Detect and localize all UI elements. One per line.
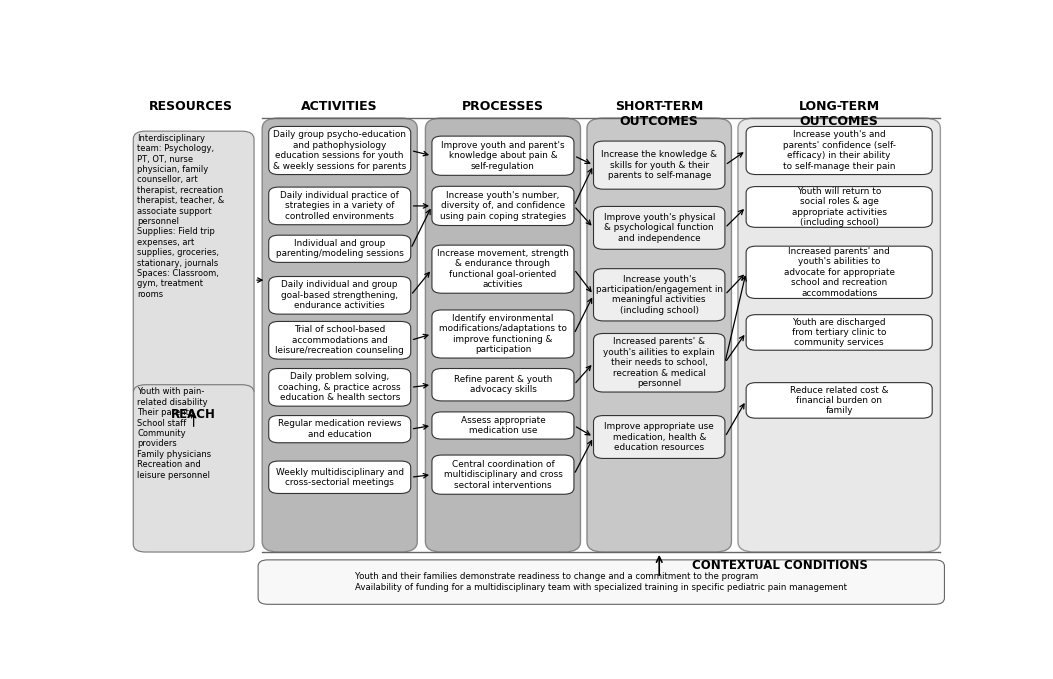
Text: Daily individual and group
goal-based strengthening,
endurance activities: Daily individual and group goal-based st…: [281, 280, 398, 310]
Text: Daily problem solving,
coaching, & practice across
education & health sectors: Daily problem solving, coaching, & pract…: [278, 373, 401, 402]
FancyBboxPatch shape: [747, 246, 932, 299]
FancyBboxPatch shape: [594, 269, 724, 321]
Text: Increase youth's and
parents' confidence (self-
efficacy) in their ability
to se: Increase youth's and parents' confidence…: [782, 130, 896, 170]
Text: RESOURCES: RESOURCES: [148, 100, 233, 113]
Text: Reduce related cost &
financial burden on
family: Reduce related cost & financial burden o…: [790, 386, 889, 416]
Text: Increase youth's
participation/engagement in
meaningful activities
(including sc: Increase youth's participation/engagemen…: [596, 275, 722, 315]
FancyBboxPatch shape: [432, 369, 574, 401]
FancyBboxPatch shape: [269, 276, 411, 314]
FancyBboxPatch shape: [747, 187, 932, 227]
Text: Youth and their families demonstrate readiness to change and a commitment to the: Youth and their families demonstrate rea…: [355, 572, 848, 592]
FancyBboxPatch shape: [258, 560, 945, 604]
FancyBboxPatch shape: [594, 206, 724, 249]
Text: Improve youth and parent's
knowledge about pain &
self-regulation: Improve youth and parent's knowledge abo…: [441, 141, 564, 170]
Text: PROCESSES: PROCESSES: [462, 100, 544, 113]
Text: Daily group psycho-education
and pathophysiology
education sessions for youth
& : Daily group psycho-education and pathoph…: [273, 130, 406, 170]
FancyBboxPatch shape: [747, 126, 932, 175]
FancyBboxPatch shape: [747, 383, 932, 418]
FancyBboxPatch shape: [269, 416, 411, 443]
Text: Trial of school-based
accommodations and
leisure/recreation counseling: Trial of school-based accommodations and…: [275, 325, 404, 355]
FancyBboxPatch shape: [594, 333, 724, 392]
Text: Youth with pain-
related disability
Their parents
School staff
Community
provide: Youth with pain- related disability Thei…: [137, 387, 212, 479]
FancyBboxPatch shape: [134, 131, 254, 398]
Text: Assess appropriate
medication use: Assess appropriate medication use: [460, 416, 545, 435]
FancyBboxPatch shape: [262, 118, 417, 552]
FancyBboxPatch shape: [269, 126, 411, 175]
Text: Daily individual practice of
strategies in a variety of
controlled environments: Daily individual practice of strategies …: [280, 191, 399, 221]
FancyBboxPatch shape: [425, 118, 580, 552]
FancyBboxPatch shape: [269, 235, 411, 262]
Text: Improve appropriate use
medication, health &
education resources: Improve appropriate use medication, heal…: [604, 422, 714, 452]
FancyBboxPatch shape: [432, 136, 574, 175]
FancyBboxPatch shape: [432, 455, 574, 494]
Text: Youth will return to
social roles & age
appropriate activities
(including school: Youth will return to social roles & age …: [792, 187, 887, 227]
Text: Central coordination of
multidisciplinary and cross
sectoral interventions: Central coordination of multidisciplinar…: [443, 460, 562, 490]
FancyBboxPatch shape: [587, 118, 732, 552]
FancyBboxPatch shape: [432, 412, 574, 439]
FancyBboxPatch shape: [738, 118, 940, 552]
FancyBboxPatch shape: [747, 314, 932, 350]
Text: Identify environmental
modifications/adaptations to
improve functioning &
partic: Identify environmental modifications/ada…: [439, 314, 567, 354]
FancyBboxPatch shape: [269, 321, 411, 359]
Text: Weekly multidisciplinary and
cross-sectorial meetings: Weekly multidisciplinary and cross-secto…: [276, 468, 403, 487]
FancyBboxPatch shape: [432, 245, 574, 293]
Text: Improve youth's physical
& psychological function
and independence: Improve youth's physical & psychological…: [603, 213, 715, 243]
Text: Youth are discharged
from tertiary clinic to
community services: Youth are discharged from tertiary clini…: [792, 318, 887, 348]
Text: CONTEXTUAL CONDITIONS: CONTEXTUAL CONDITIONS: [692, 559, 868, 572]
FancyBboxPatch shape: [134, 385, 254, 552]
FancyBboxPatch shape: [432, 186, 574, 225]
Text: Increased parents' and
youth's abilities to
advocate for appropriate
school and : Increased parents' and youth's abilities…: [783, 247, 895, 297]
FancyBboxPatch shape: [432, 310, 574, 358]
Text: Regular medication reviews
and education: Regular medication reviews and education: [278, 420, 401, 439]
Text: Interdisciplinary
team: Psychology,
PT, OT, nurse
physician, family
counsellor, : Interdisciplinary team: Psychology, PT, …: [137, 134, 224, 299]
Text: Refine parent & youth
advocacy skills: Refine parent & youth advocacy skills: [454, 375, 552, 394]
Text: REACH: REACH: [172, 408, 216, 421]
Text: Increase the knowledge &
skills for youth & their
parents to self-manage: Increase the knowledge & skills for yout…: [601, 150, 717, 180]
Text: Increase movement, strength
& endurance through
functional goal-oriented
activit: Increase movement, strength & endurance …: [437, 249, 569, 289]
FancyBboxPatch shape: [269, 461, 411, 494]
FancyBboxPatch shape: [594, 141, 724, 189]
Text: SHORT-TERM
OUTCOMES: SHORT-TERM OUTCOMES: [615, 100, 703, 128]
Text: Increase youth's number,
diversity of, and confidence
using pain coping strategi: Increase youth's number, diversity of, a…: [440, 191, 567, 221]
FancyBboxPatch shape: [269, 369, 411, 406]
Text: Increased parents' &
youth's ailities to explain
their needs to school,
recreati: Increased parents' & youth's ailities to…: [603, 337, 715, 388]
Text: LONG-TERM
OUTCOMES: LONG-TERM OUTCOMES: [798, 100, 879, 128]
Text: Individual and group
parenting/modeling sessions: Individual and group parenting/modeling …: [276, 239, 403, 259]
FancyBboxPatch shape: [269, 187, 411, 225]
FancyBboxPatch shape: [594, 416, 724, 458]
Text: ACTIVITIES: ACTIVITIES: [301, 100, 378, 113]
